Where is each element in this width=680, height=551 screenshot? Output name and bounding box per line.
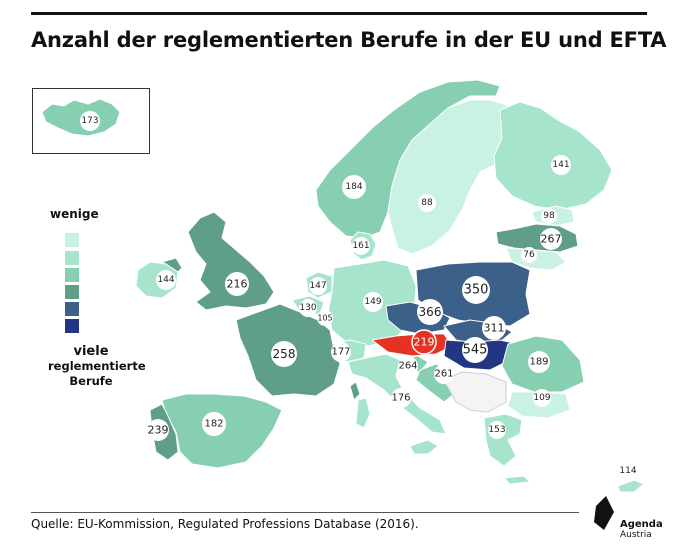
label-romania: 189 <box>529 357 548 368</box>
legend-swatch-6 <box>65 319 79 333</box>
country-finland <box>493 101 613 211</box>
label-netherlands: 147 <box>309 281 326 291</box>
legend-swatch-5 <box>65 302 79 316</box>
label-greece: 153 <box>488 425 505 435</box>
label-sweden: 88 <box>421 198 433 208</box>
label-italy: 176 <box>391 393 410 404</box>
country-italy-sicily <box>409 439 439 455</box>
label-poland: 350 <box>464 283 489 298</box>
label-slovakia: 311 <box>484 322 505 335</box>
label-norway: 184 <box>345 182 362 192</box>
value-badges: 173 184 88 141 98 267 76 161 144 216 147… <box>80 111 637 476</box>
country-france-corsica <box>349 381 361 401</box>
legend-high-line2: reglementierte <box>48 359 146 373</box>
logo-line1: Agenda <box>620 519 663 530</box>
country-uk-ni <box>161 257 183 273</box>
legend-high-line3: Berufe <box>69 374 113 388</box>
agenda-austria-logo-icon <box>594 496 614 530</box>
legend-high-label: viele reglementierte Berufe <box>48 344 146 389</box>
label-switzerland: 177 <box>331 347 350 358</box>
label-bulgaria: 109 <box>533 393 550 403</box>
label-cyprus: 114 <box>619 466 636 476</box>
country-italy-sardinia <box>355 397 371 429</box>
country-greece <box>483 413 523 467</box>
country-greece-crete <box>503 475 531 485</box>
label-france: 258 <box>273 347 296 361</box>
logo-line2: Austria <box>620 530 652 540</box>
label-estonia: 98 <box>543 211 555 221</box>
legend-swatch-3 <box>65 268 79 282</box>
label-portugal: 239 <box>148 424 169 437</box>
label-croatia: 261 <box>434 369 453 380</box>
label-spain: 182 <box>204 419 223 430</box>
bottom-rule <box>31 512 579 513</box>
source-note: Quelle: EU-Kommission, Regulated Profess… <box>31 517 419 531</box>
label-iceland: 173 <box>81 116 98 126</box>
label-hungary: 545 <box>463 343 488 358</box>
legend-high-line1: viele <box>73 344 109 359</box>
label-ireland: 144 <box>157 275 174 285</box>
legend-swatch-2 <box>65 251 79 265</box>
label-luxembourg: 105 <box>317 314 332 323</box>
page-title: Anzahl der reglementierten Berufe in der… <box>31 28 667 52</box>
label-lithuania: 76 <box>523 250 535 260</box>
label-denmark: 161 <box>352 241 369 251</box>
label-czechia: 366 <box>419 305 442 319</box>
label-belgium: 130 <box>299 303 316 313</box>
label-latvia: 267 <box>541 233 562 246</box>
region-balkans-other <box>443 371 507 413</box>
country-cyprus <box>617 479 645 493</box>
label-germany: 149 <box>364 297 381 307</box>
label-uk: 216 <box>227 278 248 291</box>
label-austria: 219 <box>414 336 435 349</box>
logo-text: Agenda Austria <box>620 519 663 541</box>
legend-low-label: wenige <box>50 207 99 221</box>
legend-swatch-1 <box>65 233 79 247</box>
label-finland: 141 <box>552 160 569 170</box>
top-rule <box>31 12 647 15</box>
label-slovenia: 264 <box>398 361 417 372</box>
country-uk <box>187 211 275 311</box>
legend-swatch-4 <box>65 285 79 299</box>
